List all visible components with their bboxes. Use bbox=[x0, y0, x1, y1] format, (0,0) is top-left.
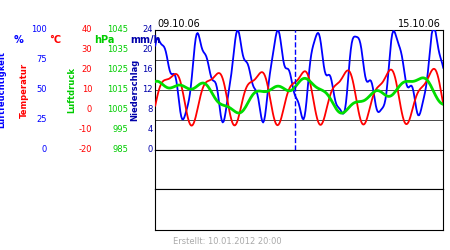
Text: Temperatur: Temperatur bbox=[20, 62, 29, 118]
Text: 100: 100 bbox=[32, 26, 47, 35]
Text: Luftdruck: Luftdruck bbox=[68, 67, 76, 113]
Text: 1045: 1045 bbox=[107, 26, 128, 35]
Text: °C: °C bbox=[50, 35, 62, 45]
Text: 24: 24 bbox=[143, 26, 153, 35]
Text: 12: 12 bbox=[143, 86, 153, 94]
Text: 15.10.06: 15.10.06 bbox=[398, 19, 441, 29]
Text: 1015: 1015 bbox=[107, 86, 128, 94]
Text: 8: 8 bbox=[148, 106, 153, 114]
Text: 75: 75 bbox=[36, 56, 47, 64]
Text: 4: 4 bbox=[148, 126, 153, 134]
Text: 1025: 1025 bbox=[107, 66, 128, 74]
Text: Luftfeuchtigkeit: Luftfeuchtigkeit bbox=[0, 52, 7, 128]
Text: 0: 0 bbox=[148, 146, 153, 154]
Text: 10: 10 bbox=[82, 86, 92, 94]
Text: mm/h: mm/h bbox=[130, 35, 161, 45]
Text: -10: -10 bbox=[79, 126, 92, 134]
Text: %: % bbox=[14, 35, 23, 45]
Text: 20: 20 bbox=[82, 66, 92, 74]
Text: 0: 0 bbox=[87, 106, 92, 114]
Text: 09.10.06: 09.10.06 bbox=[158, 19, 200, 29]
Text: -20: -20 bbox=[79, 146, 92, 154]
Text: 16: 16 bbox=[142, 66, 153, 74]
Text: 30: 30 bbox=[81, 46, 92, 54]
Text: Niederschlag: Niederschlag bbox=[130, 59, 140, 121]
Text: 40: 40 bbox=[82, 26, 92, 35]
Text: 0: 0 bbox=[42, 146, 47, 154]
Text: hPa: hPa bbox=[94, 35, 115, 45]
Text: 995: 995 bbox=[112, 126, 128, 134]
Text: 1035: 1035 bbox=[107, 46, 128, 54]
Text: 50: 50 bbox=[37, 86, 47, 94]
Text: Erstellt: 10.01.2012 20:00: Erstellt: 10.01.2012 20:00 bbox=[173, 237, 282, 246]
Text: 20: 20 bbox=[143, 46, 153, 54]
Text: 1005: 1005 bbox=[107, 106, 128, 114]
Text: 25: 25 bbox=[37, 116, 47, 124]
Text: 985: 985 bbox=[112, 146, 128, 154]
